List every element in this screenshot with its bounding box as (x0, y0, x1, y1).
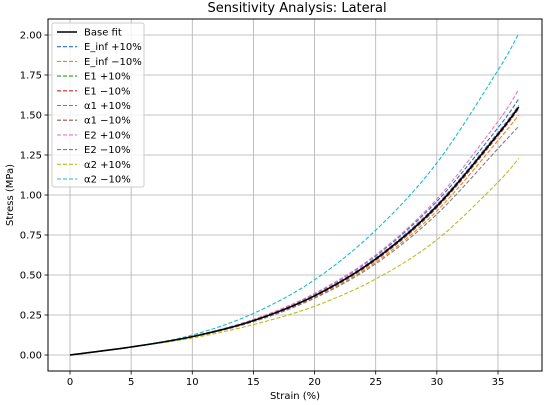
x-axis-label: Strain (%) (270, 391, 320, 402)
y-tick-label: 0.00 (20, 351, 42, 362)
y-tick-label: 2.00 (20, 31, 42, 42)
legend-label: E_inf −10% (84, 57, 142, 68)
y-tick-label: 1.25 (20, 151, 42, 162)
legend-label: E2 −10% (84, 145, 130, 156)
y-tick-label: 1.50 (20, 111, 42, 122)
legend-label: α2 −10% (84, 175, 131, 186)
x-tick-label: 25 (369, 377, 382, 388)
x-tick-label: 35 (492, 377, 505, 388)
x-tick-label: 5 (128, 377, 134, 388)
legend-label: α2 +10% (84, 160, 131, 171)
legend-box (51, 22, 145, 188)
legend-label: α1 +10% (84, 101, 131, 112)
legend: Base fit E_inf +10% E_inf −10% E1 +10% E1 −1… (51, 22, 145, 188)
y-tick-label: 1.75 (20, 71, 42, 82)
x-tick-label: 20 (308, 377, 321, 388)
x-tick-label: 10 (186, 377, 199, 388)
x-tick-label: 15 (247, 377, 260, 388)
axis-ticks: 0 5 10 15 20 25 30 35 0.00 0.25 0.50 0.75 1.00 1.25 1.… (20, 31, 505, 389)
y-tick-label: 0.75 (20, 231, 42, 242)
series-lines (69, 33, 520, 356)
legend-label: E2 +10% (84, 130, 130, 141)
legend-label: E_inf +10% (84, 42, 142, 53)
chart-title: Sensitivity Analysis: Lateral (207, 1, 386, 16)
x-tick-label: 0 (67, 377, 73, 388)
y-tick-label: 0.25 (20, 311, 42, 322)
series-line-0 (69, 106, 520, 356)
legend-label: Base fit (84, 28, 122, 39)
legend-label: E1 −10% (84, 86, 130, 97)
y-tick-label: 1.00 (20, 191, 42, 202)
y-tick-label: 0.50 (20, 271, 42, 282)
grid (48, 19, 542, 371)
x-tick-label: 30 (430, 377, 443, 388)
legend-label: α1 −10% (84, 116, 131, 127)
legend-label: E1 +10% (84, 72, 130, 83)
y-axis-label: Stress (MPa) (5, 164, 16, 226)
